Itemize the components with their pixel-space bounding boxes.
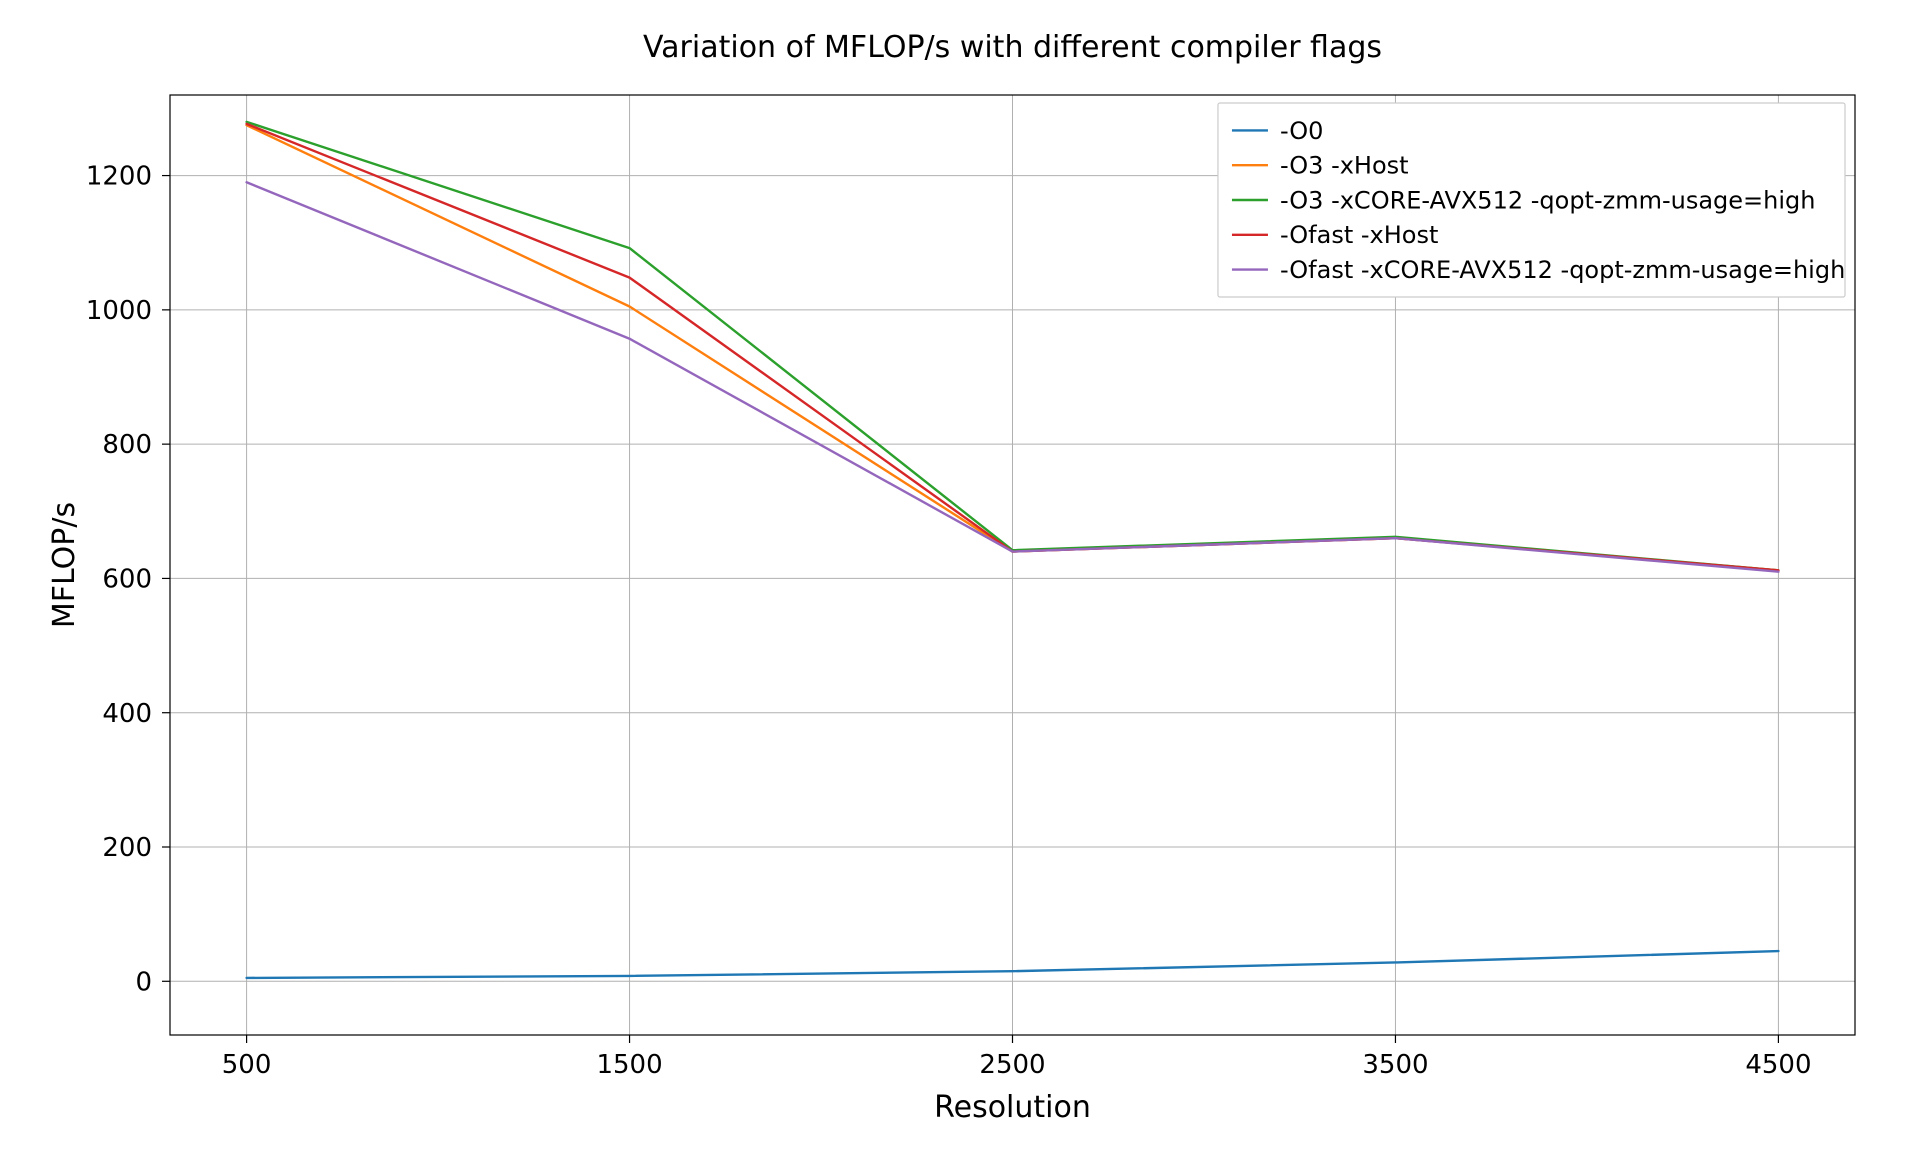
legend-label: -Ofast -xHost — [1280, 221, 1438, 249]
y-tick-label: 200 — [102, 833, 152, 863]
x-axis-label: Resolution — [934, 1090, 1091, 1125]
y-tick-label: 400 — [102, 699, 152, 729]
x-tick-label: 4500 — [1745, 1050, 1811, 1080]
y-tick-label: 1200 — [86, 162, 152, 192]
x-tick-label: 3500 — [1362, 1050, 1428, 1080]
legend: -O0 -O3 -xHost -O3 -xCORE-AVX512 -qopt-zmm… — [1218, 103, 1845, 297]
y-tick-label: 0 — [135, 967, 152, 997]
legend-label: -O3 -xHost — [1280, 152, 1409, 180]
legend-label: -O3 -xCORE-AVX512 -qopt-zmm-usage=high — [1280, 186, 1816, 214]
y-axis-label: MFLOP/s — [47, 502, 82, 628]
y-tick-label: 1000 — [86, 296, 152, 326]
x-tick-label: 2500 — [979, 1050, 1045, 1080]
y-tick-label: 600 — [102, 565, 152, 595]
legend-label: -O0 — [1280, 117, 1324, 145]
x-tick-label: 500 — [222, 1050, 272, 1080]
legend-label: -Ofast -xCORE-AVX512 -qopt-zmm-usage=hig… — [1280, 256, 1845, 284]
x-tick-label: 1500 — [596, 1050, 662, 1080]
chart-container: 500 1500 2500 3500 4500 0 200 400 600 800 1000 1200… — [0, 0, 1920, 1152]
line-chart: 500 1500 2500 3500 4500 0 200 400 600 800 1000 1200… — [0, 0, 1920, 1152]
y-tick-label: 800 — [102, 430, 152, 460]
chart-title: Variation of MFLOP/s with different comp… — [643, 30, 1382, 65]
